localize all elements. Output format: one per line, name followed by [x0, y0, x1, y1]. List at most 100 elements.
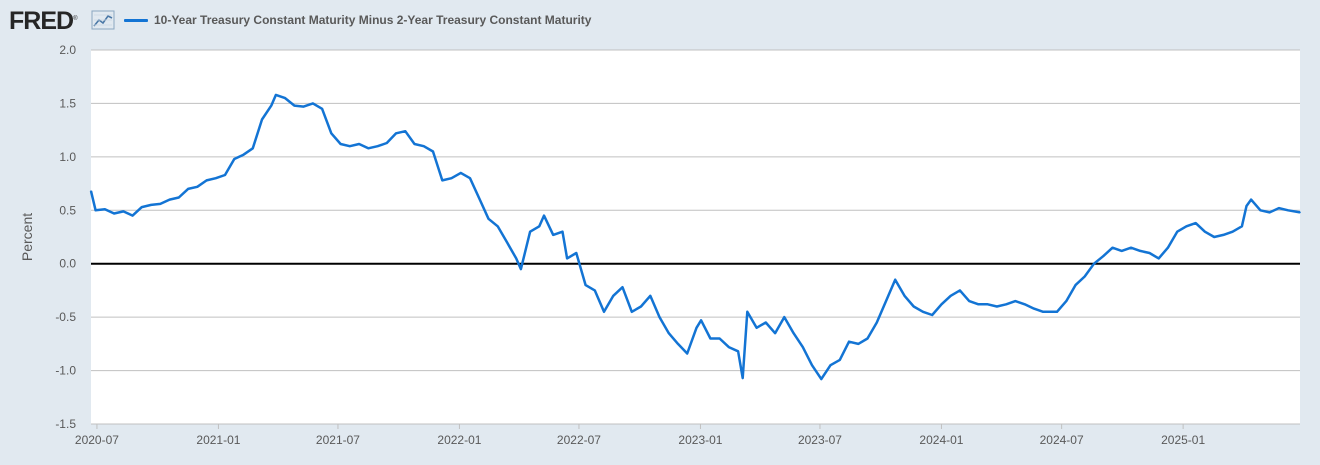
x-tick-label: 2024-07: [1040, 433, 1084, 447]
data-point: [1167, 246, 1169, 249]
data-point: [284, 97, 286, 99]
data-point: [1083, 275, 1086, 278]
data-point: [949, 295, 952, 297]
x-tick-label: 2024-01: [919, 433, 963, 447]
y-axis-title: Percent: [19, 213, 35, 261]
y-tick-label: 1.0: [59, 150, 76, 164]
data-point: [802, 346, 804, 348]
data-point: [594, 289, 596, 292]
data-point: [1268, 211, 1271, 214]
data-point: [612, 295, 615, 297]
y-tick-label: 2.0: [59, 43, 76, 57]
data-point: [755, 327, 758, 329]
data-point: [1033, 307, 1035, 310]
data-point: [1074, 284, 1077, 286]
legend-swatch: [124, 18, 148, 22]
data-point: [159, 203, 162, 205]
data-point: [1222, 234, 1225, 236]
data-point: [986, 303, 989, 306]
data-point: [1213, 236, 1215, 238]
data-point: [631, 311, 633, 313]
data-point: [885, 300, 887, 302]
x-tick-label: 2021-01: [196, 433, 240, 447]
data-point: [1176, 230, 1178, 233]
data-point: [205, 179, 208, 182]
data-point: [339, 143, 342, 145]
data-point: [857, 343, 860, 345]
data-point: [404, 130, 407, 132]
data-point: [187, 188, 189, 190]
data-point: [242, 153, 245, 156]
data-point: [386, 142, 388, 144]
data-point: [215, 177, 217, 179]
data-point: [1259, 209, 1262, 212]
data-point: [432, 150, 434, 153]
data-point: [968, 300, 970, 302]
data-point: [1014, 300, 1017, 302]
data-point: [903, 295, 906, 297]
data-point: [395, 132, 397, 135]
y-tick-label: -1.0: [55, 364, 76, 378]
data-point: [894, 278, 896, 281]
data-point: [168, 198, 171, 201]
data-point: [196, 186, 199, 188]
data-point: [460, 172, 462, 174]
data-point: [224, 174, 226, 176]
x-tick-label: 2022-07: [557, 433, 601, 447]
series-group: [89, 93, 1301, 381]
data-point: [423, 145, 425, 147]
data-point: [658, 316, 661, 318]
data-point: [922, 311, 924, 313]
data-point: [1185, 225, 1188, 228]
fred-logo[interactable]: FRED®: [9, 6, 78, 36]
data-point: [1120, 250, 1123, 252]
data-point: [1287, 209, 1289, 212]
data-point: [90, 190, 92, 192]
fred-logo-text: FRED: [9, 7, 74, 35]
data-point: [367, 147, 370, 150]
data-point: [774, 332, 776, 335]
data-point: [709, 337, 712, 340]
data-point: [876, 321, 878, 324]
data-point: [1130, 246, 1132, 249]
data-point: [496, 225, 499, 228]
chart-legend[interactable]: 10-Year Treasury Constant Maturity Minus…: [124, 11, 591, 29]
x-tick-label: 2021-07: [316, 433, 360, 447]
data-point: [1231, 230, 1234, 233]
data-point: [529, 230, 531, 233]
data-point: [543, 214, 545, 217]
data-point: [478, 197, 481, 200]
data-point: [1111, 246, 1114, 249]
plot-background: [91, 50, 1300, 424]
data-point: [520, 268, 522, 270]
data-point: [566, 257, 568, 260]
data-point: [1139, 250, 1141, 252]
x-tick-label: 2020-07: [75, 433, 119, 447]
data-point: [515, 257, 517, 260]
data-point: [1278, 207, 1280, 209]
data-point: [1042, 311, 1044, 313]
data-point: [677, 343, 679, 345]
data-point: [1065, 300, 1068, 302]
data-point: [718, 337, 721, 340]
data-point: [1148, 252, 1151, 254]
data-point: [113, 212, 115, 215]
data-point: [1194, 222, 1197, 224]
data-point: [252, 147, 254, 150]
data-point: [940, 303, 943, 306]
data-point: [746, 311, 749, 313]
data-point: [1056, 311, 1058, 313]
y-tick-label: -1.5: [55, 417, 76, 431]
data-point: [912, 305, 915, 308]
x-tick-label: 2023-01: [678, 433, 722, 447]
data-point: [1204, 230, 1206, 233]
data-point: [1250, 198, 1252, 201]
data-point: [649, 295, 652, 297]
data-point: [668, 332, 670, 335]
data-point: [820, 378, 823, 380]
x-tick-label: 2023-07: [798, 433, 842, 447]
data-point: [358, 143, 360, 145]
data-point: [848, 340, 850, 343]
data-point: [552, 234, 554, 236]
